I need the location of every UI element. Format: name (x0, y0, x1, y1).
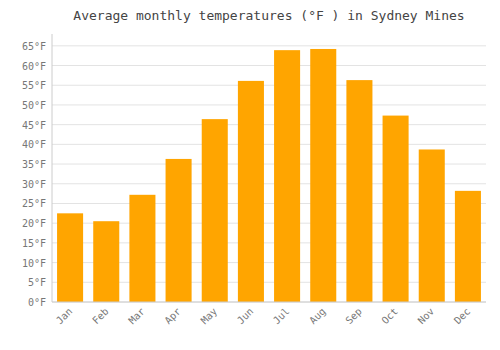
y-tick-label: 50°F (22, 100, 46, 111)
y-tick-label: 20°F (22, 218, 46, 229)
x-tick-label: May (199, 306, 220, 327)
grid-line (52, 104, 486, 105)
bar (455, 191, 481, 302)
grid-line (52, 144, 486, 145)
x-tick-label: Mar (126, 306, 147, 327)
y-tick-label: 60°F (22, 61, 46, 72)
x-tick-label: Jul (271, 306, 292, 327)
bar (129, 195, 155, 302)
y-tick-label: 35°F (22, 159, 46, 170)
bar (310, 49, 336, 302)
title: Average monthly temperatures (°F ) in Sy… (73, 8, 464, 23)
grid-line (52, 85, 486, 86)
x-axis: Jan Feb Mar Apr May Jun Jul Aug Sep Oct Nov Dec (52, 302, 486, 326)
chart-container: Average monthly temperatures (°F ) in Sy… (0, 0, 500, 350)
bar (166, 159, 192, 302)
bar (238, 81, 264, 302)
x-tick-label: Sep (343, 306, 364, 327)
y-tick-label: 65°F (22, 41, 46, 52)
bar (346, 80, 372, 302)
x-tick-label: Dec (452, 306, 473, 327)
y-tick-label: 15°F (22, 238, 46, 249)
x-tick-label: Jan (54, 306, 75, 327)
y-axis: 0°F 5°F 10°F 15°F 20°F 25°F 30°F 35°F 40°F 45°F 50… (22, 34, 52, 308)
grid-line (52, 302, 486, 303)
bar (383, 116, 409, 302)
x-tick-label: Aug (307, 306, 328, 327)
x-tick-label: Nov (416, 306, 437, 327)
bar (57, 213, 83, 302)
grid-line (52, 65, 486, 66)
bar (93, 221, 119, 302)
grid (52, 46, 486, 302)
y-tick-label: 55°F (22, 80, 46, 91)
y-axis-line (52, 34, 53, 302)
x-tick-label: Oct (379, 306, 400, 327)
chart: Average monthly temperatures (°F ) in Sy… (0, 0, 500, 350)
y-tick-label: 5°F (28, 277, 46, 288)
y-tick-label: 25°F (22, 198, 46, 209)
y-tick-label: 30°F (22, 179, 46, 190)
bar (274, 50, 300, 302)
bars (57, 49, 481, 302)
grid-line (52, 45, 486, 46)
x-tick-label: Jun (235, 306, 256, 327)
x-tick-label: Feb (90, 306, 111, 327)
y-tick-label: 10°F (22, 258, 46, 269)
x-tick-label: Apr (162, 306, 183, 327)
y-tick-label: 45°F (22, 120, 46, 131)
x-axis-line (52, 302, 486, 303)
y-tick-label: 40°F (22, 139, 46, 150)
bar (202, 119, 228, 302)
grid-line (52, 124, 486, 125)
bar (419, 149, 445, 302)
y-tick-label: 0°F (28, 297, 46, 308)
